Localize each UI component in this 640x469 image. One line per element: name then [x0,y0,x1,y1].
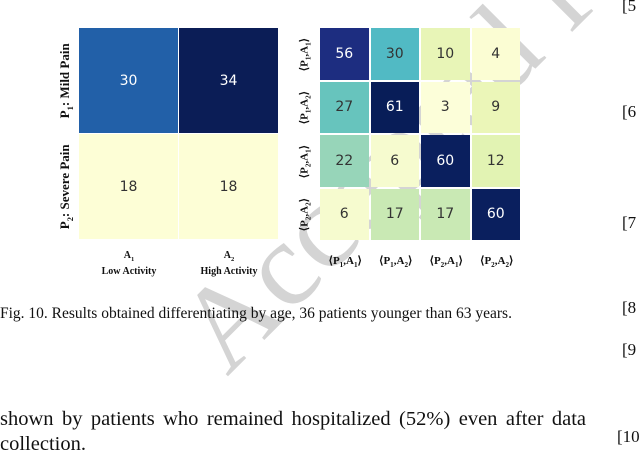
figure-caption: Fig. 10. Results obtained differentiatin… [0,305,512,322]
heatmap-cell: 17 [421,188,470,240]
column-label: A2 High Activity [200,250,258,277]
heatmap-cell: 22 [320,135,369,187]
heatmap-cell: 4 [471,28,520,80]
row-label: P2: Severe Pain [57,144,75,230]
heatmap-cell: 60 [471,188,520,240]
heatmap-cell: 60 [421,135,470,187]
reference-marker: [5 [622,0,637,15]
heatmap-cell: 30 [370,28,419,80]
column-label: ⟨P1,A2⟩ [379,255,413,270]
heatmap-cell: 3 [421,81,470,133]
reference-marker: [10 [617,427,640,446]
column-label: A1 Low Activity [101,250,157,277]
column-label: ⟨P2,A2⟩ [480,255,514,270]
reference-marker: [6 [622,102,637,121]
row-label: ⟨P2,A2⟩ [298,198,313,232]
heatmap-cell: 6 [370,135,419,187]
reference-marker: [9 [622,340,637,359]
heatmap-cell: 9 [471,81,520,133]
row-label: ⟨P1,A2⟩ [298,91,313,125]
heatmap-cell: 10 [421,28,470,80]
heatmap-cell: 34 [179,28,278,133]
row-label: ⟨P2,A1⟩ [298,144,313,178]
heatmap-cell: 61 [370,81,419,133]
heatmap-cell: 30 [79,28,178,133]
reference-marker: [7 [622,213,637,232]
column-label: ⟨P1,A1⟩ [328,255,362,270]
reference-marker: [8 [622,298,637,317]
heatmap-cell: 17 [370,188,419,240]
heatmap-cell: 56 [320,28,369,80]
column-label: ⟨P2,A1⟩ [429,255,463,270]
heatmap-cell: 6 [320,188,369,240]
row-label: ⟨P1,A1⟩ [298,37,313,71]
row-label: P1: Mild Pain [57,43,75,119]
heatmap-cell: 18 [79,134,178,239]
heatmap-cell: 12 [471,135,520,187]
heatmap-cell: 18 [179,134,278,239]
heatmap-cell: 27 [320,81,369,133]
body-paragraph: shown by patients who remained hospitali… [0,408,586,455]
